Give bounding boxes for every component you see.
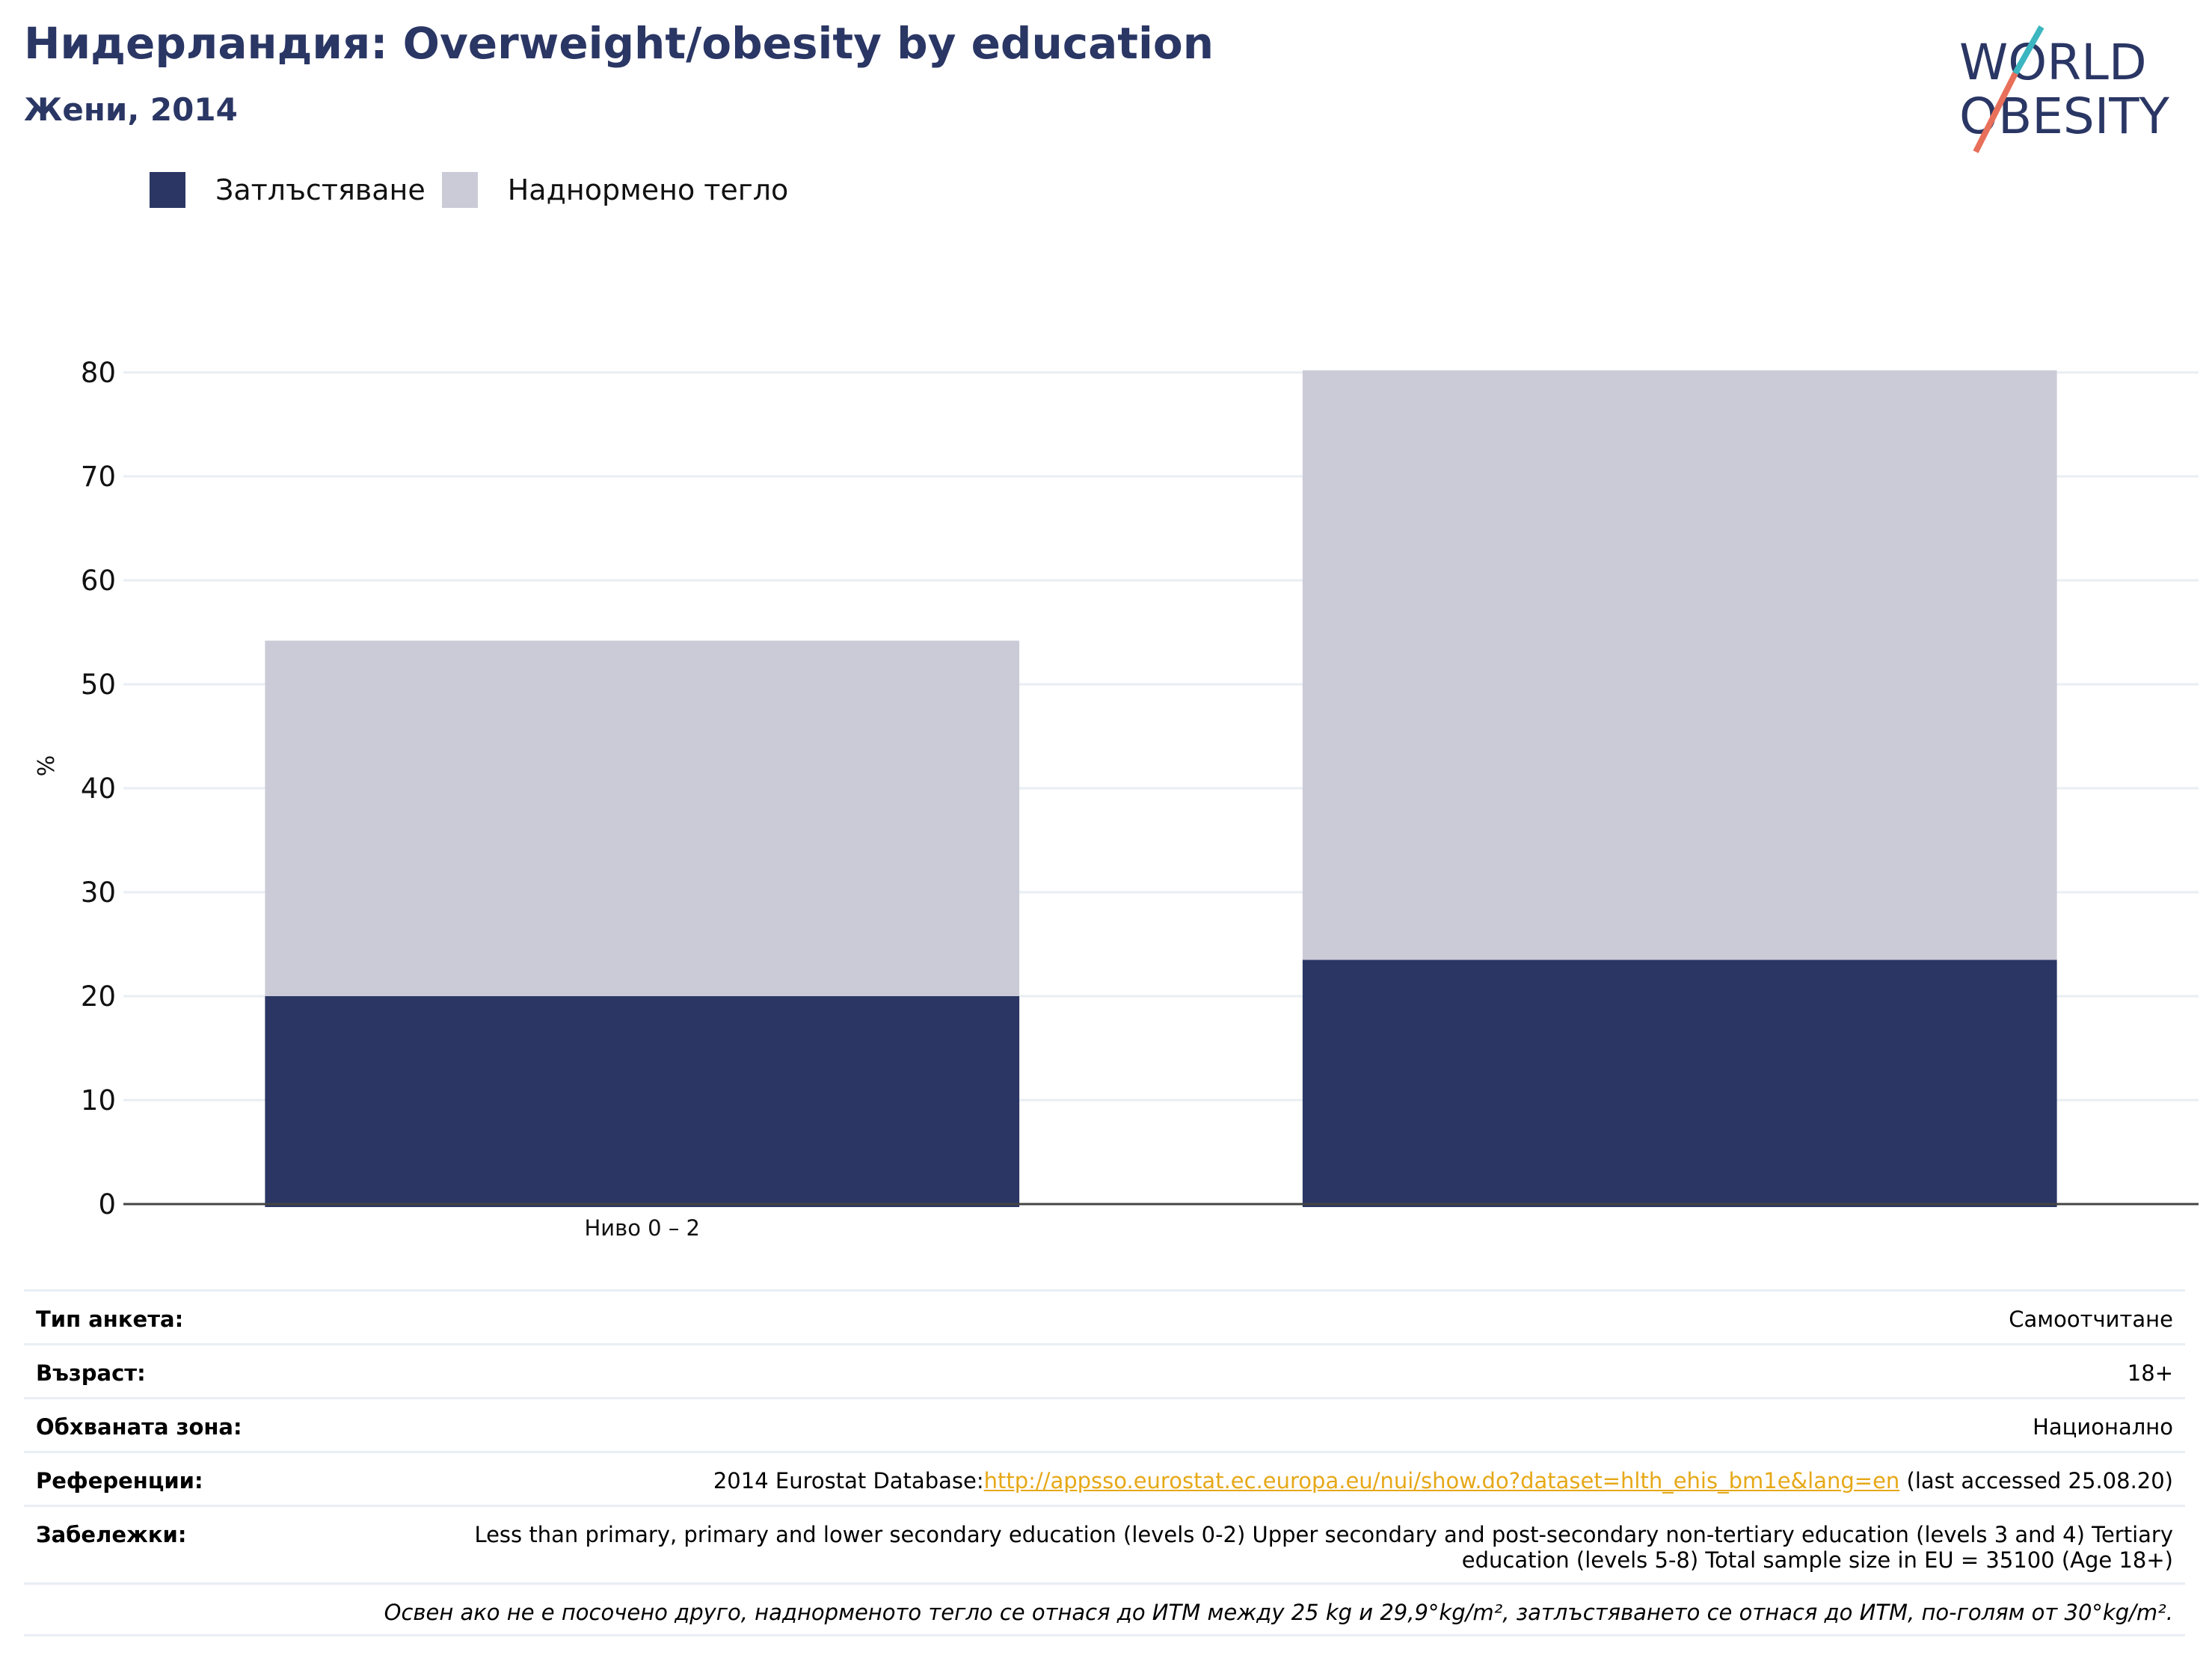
notes-value: Less than primary, primary and lower sec…: [474, 1522, 2173, 1573]
y-tick-label: 50: [81, 669, 116, 701]
references-suffix: (last accessed 25.08.20): [1899, 1468, 2174, 1494]
references-label: Референции:: [36, 1468, 203, 1494]
y-axis-label: %: [34, 755, 60, 777]
chart-title: Нидерландия: Overweight/obesity by educa…: [24, 18, 1214, 69]
legend: Затлъстяване Наднормено тегло: [150, 172, 805, 208]
references-prefix: 2014 Eurostat Database:: [713, 1468, 984, 1494]
legend-swatch-overweight: [441, 172, 478, 208]
y-tick-label: 40: [81, 773, 116, 805]
y-tick-label: 10: [81, 1084, 116, 1117]
info-row-survey: Тип анкета: Самоотчитане: [24, 1289, 2185, 1343]
y-tick-label: 30: [81, 877, 116, 909]
bar-chart: 0 10 20 30 40 50 60 70 80% Ниво 0 – 2: [34, 357, 2199, 1241]
notes-label: Забележки:: [36, 1522, 187, 1547]
legend-item-overweight[interactable]: Наднормено тегло: [441, 172, 789, 208]
legend-swatch-obesity: [150, 172, 185, 208]
references-value: 2014 Eurostat Database:http://appsso.eur…: [713, 1468, 2173, 1494]
info-row-notes: Забележки: Less than primary, primary an…: [24, 1505, 2185, 1582]
legend-label-obesity: Затлъстяване: [215, 174, 425, 206]
footnote: Освен ако не е посочено друго, наднормен…: [384, 1600, 2173, 1625]
bar-obesity: [265, 996, 1020, 1207]
age-value: 18+: [2127, 1360, 2173, 1386]
bar-overweight: [1302, 370, 2057, 960]
y-tick-label: 20: [81, 980, 116, 1013]
references-link[interactable]: http://appsso.eurostat.ec.europa.eu/nui/…: [983, 1468, 1900, 1494]
y-tick-label: 70: [81, 461, 116, 493]
info-table: Тип анкета: Самоотчитане Възраст: 18+ Об…: [24, 1289, 2185, 1636]
info-row-footnote: Освен ако не е посочено друго, наднормен…: [24, 1582, 2185, 1636]
y-tick-label: 0: [98, 1188, 116, 1221]
bar-obesity: [1302, 960, 2057, 1207]
info-row-references: Референции: 2014 Eurostat Database:http:…: [24, 1451, 2185, 1505]
legend-label-overweight: Наднормено тегло: [507, 174, 789, 206]
x-tick-label: Ниво 0 – 2: [584, 1215, 700, 1241]
y-tick-label: 80: [81, 357, 116, 389]
info-row-age: Възраст: 18+: [24, 1343, 2185, 1397]
survey-value: Самоотчитане: [2009, 1307, 2173, 1332]
world-obesity-logo: WORLD OBESITY: [1959, 25, 2170, 153]
survey-label: Тип анкета:: [36, 1307, 184, 1332]
age-label: Възраст:: [36, 1360, 146, 1386]
area-value: Национално: [2033, 1414, 2173, 1440]
y-tick-label: 60: [81, 565, 116, 597]
chart-subtitle: Жени, 2014: [24, 91, 238, 128]
legend-item-obesity[interactable]: Затлъстяване: [150, 172, 425, 208]
bar-overweight: [265, 640, 1020, 996]
info-row-area: Обхваната зона: Национално: [24, 1397, 2185, 1451]
area-label: Обхваната зона:: [36, 1414, 242, 1440]
svg-text:WORLD: WORLD: [1959, 34, 2147, 91]
